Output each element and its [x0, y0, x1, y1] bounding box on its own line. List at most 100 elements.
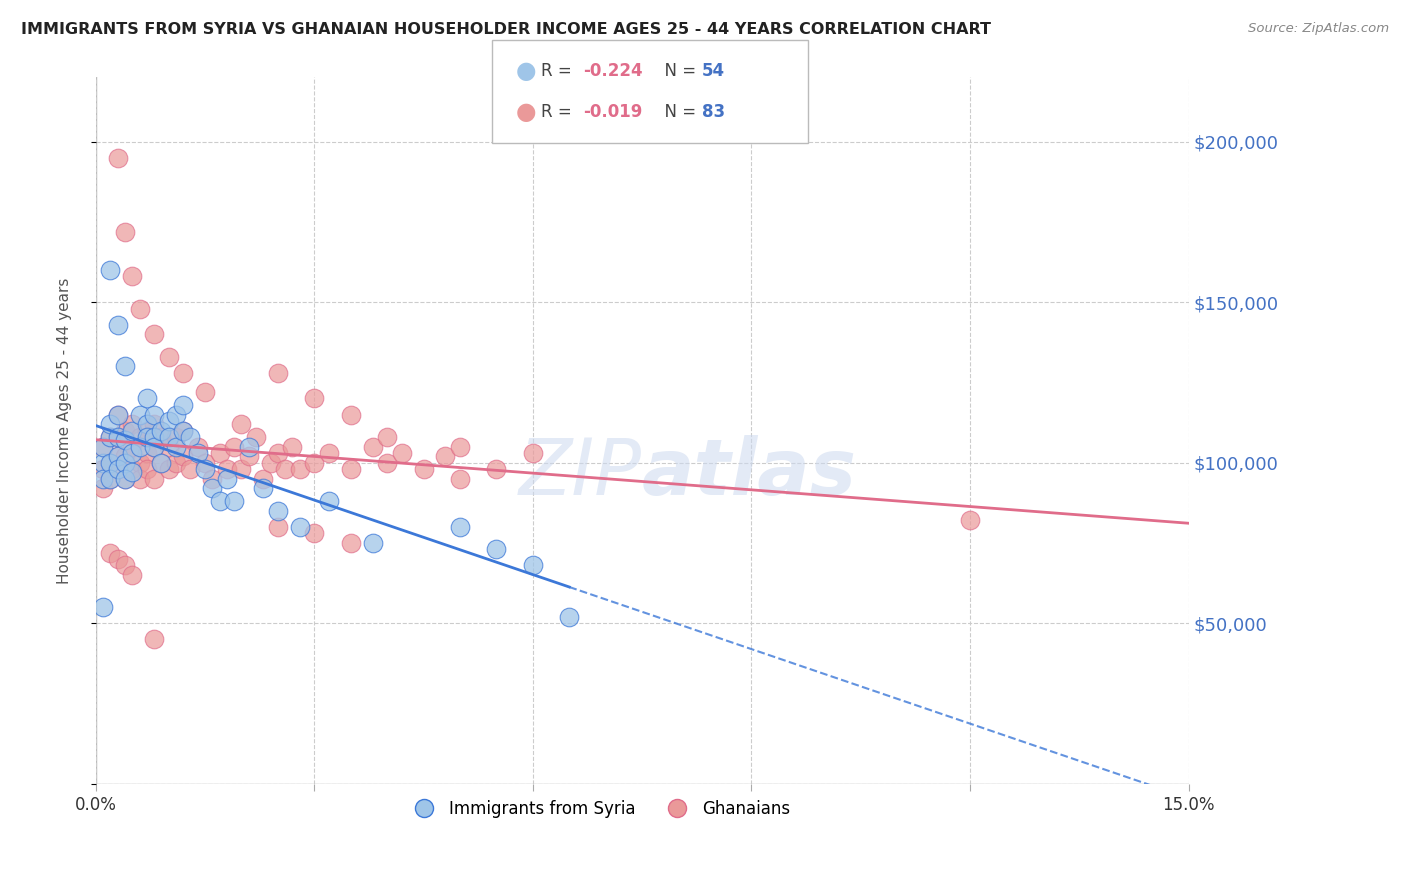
Ghanaians: [91, 462, 114, 476]
Immigrants from Syria: [98, 456, 121, 470]
Immigrants from Syria: [252, 482, 274, 496]
Ghanaians: [375, 456, 398, 470]
Ghanaians: [121, 462, 143, 476]
Ghanaians: [91, 440, 114, 454]
Ghanaians: [135, 424, 157, 438]
Immigrants from Syria: [128, 408, 150, 422]
Ghanaians: [288, 462, 311, 476]
Immigrants from Syria: [150, 424, 173, 438]
Ghanaians: [114, 450, 136, 464]
Ghanaians: [172, 450, 194, 464]
Ghanaians: [128, 456, 150, 470]
Ghanaians: [114, 424, 136, 438]
Ghanaians: [98, 472, 121, 486]
Ghanaians: [157, 350, 180, 364]
Immigrants from Syria: [98, 263, 121, 277]
Text: R =: R =: [541, 62, 578, 79]
Ghanaians: [485, 462, 508, 476]
Ghanaians: [245, 430, 267, 444]
Immigrants from Syria: [449, 520, 471, 534]
Immigrants from Syria: [91, 600, 114, 615]
Text: ●: ●: [516, 100, 537, 124]
Ghanaians: [215, 462, 238, 476]
Ghanaians: [318, 446, 340, 460]
Immigrants from Syria: [98, 472, 121, 486]
Text: Source: ZipAtlas.com: Source: ZipAtlas.com: [1249, 22, 1389, 36]
Immigrants from Syria: [201, 482, 224, 496]
Ghanaians: [267, 366, 290, 380]
Ghanaians: [201, 472, 224, 486]
Immigrants from Syria: [165, 440, 187, 454]
Ghanaians: [252, 472, 274, 486]
Immigrants from Syria: [98, 417, 121, 432]
Immigrants from Syria: [128, 440, 150, 454]
Ghanaians: [172, 424, 194, 438]
Ghanaians: [114, 558, 136, 573]
Ghanaians: [304, 526, 326, 541]
Ghanaians: [959, 513, 981, 527]
Ghanaians: [172, 366, 194, 380]
Immigrants from Syria: [107, 430, 129, 444]
Ghanaians: [361, 440, 384, 454]
Immigrants from Syria: [91, 440, 114, 454]
Ghanaians: [98, 456, 121, 470]
Immigrants from Syria: [114, 359, 136, 374]
Ghanaians: [449, 440, 471, 454]
Immigrants from Syria: [157, 414, 180, 428]
Ghanaians: [194, 385, 217, 400]
Immigrants from Syria: [121, 466, 143, 480]
Immigrants from Syria: [522, 558, 544, 573]
Immigrants from Syria: [135, 417, 157, 432]
Ghanaians: [304, 456, 326, 470]
Ghanaians: [339, 536, 361, 550]
Ghanaians: [143, 440, 166, 454]
Ghanaians: [107, 151, 129, 165]
Ghanaians: [304, 392, 326, 406]
Text: ●: ●: [516, 59, 537, 83]
Immigrants from Syria: [215, 472, 238, 486]
Text: IMMIGRANTS FROM SYRIA VS GHANAIAN HOUSEHOLDER INCOME AGES 25 - 44 YEARS CORRELAT: IMMIGRANTS FROM SYRIA VS GHANAIAN HOUSEH…: [21, 22, 991, 37]
Ghanaians: [128, 472, 150, 486]
Y-axis label: Householder Income Ages 25 - 44 years: Householder Income Ages 25 - 44 years: [58, 277, 72, 583]
Text: ZIP: ZIP: [519, 435, 643, 511]
Ghanaians: [143, 472, 166, 486]
Immigrants from Syria: [107, 462, 129, 476]
Ghanaians: [128, 301, 150, 316]
Ghanaians: [224, 440, 246, 454]
Ghanaians: [121, 269, 143, 284]
Immigrants from Syria: [121, 424, 143, 438]
Immigrants from Syria: [114, 434, 136, 448]
Immigrants from Syria: [143, 430, 166, 444]
Ghanaians: [391, 446, 413, 460]
Ghanaians: [114, 225, 136, 239]
Text: -0.019: -0.019: [583, 103, 643, 121]
Ghanaians: [194, 456, 217, 470]
Ghanaians: [231, 417, 253, 432]
Ghanaians: [98, 545, 121, 559]
Immigrants from Syria: [121, 446, 143, 460]
Ghanaians: [179, 462, 201, 476]
Ghanaians: [107, 462, 129, 476]
Immigrants from Syria: [107, 408, 129, 422]
Immigrants from Syria: [267, 504, 290, 518]
Immigrants from Syria: [318, 494, 340, 508]
Text: atlas: atlas: [643, 435, 858, 511]
Immigrants from Syria: [179, 430, 201, 444]
Ghanaians: [135, 462, 157, 476]
Ghanaians: [157, 462, 180, 476]
Ghanaians: [157, 440, 180, 454]
Ghanaians: [98, 430, 121, 444]
Immigrants from Syria: [91, 456, 114, 470]
Immigrants from Syria: [143, 440, 166, 454]
Ghanaians: [259, 456, 281, 470]
Ghanaians: [281, 440, 304, 454]
Ghanaians: [107, 450, 129, 464]
Immigrants from Syria: [107, 318, 129, 332]
Ghanaians: [121, 568, 143, 582]
Immigrants from Syria: [91, 472, 114, 486]
Immigrants from Syria: [194, 462, 217, 476]
Ghanaians: [165, 430, 187, 444]
Ghanaians: [231, 462, 253, 476]
Immigrants from Syria: [135, 430, 157, 444]
Immigrants from Syria: [143, 408, 166, 422]
